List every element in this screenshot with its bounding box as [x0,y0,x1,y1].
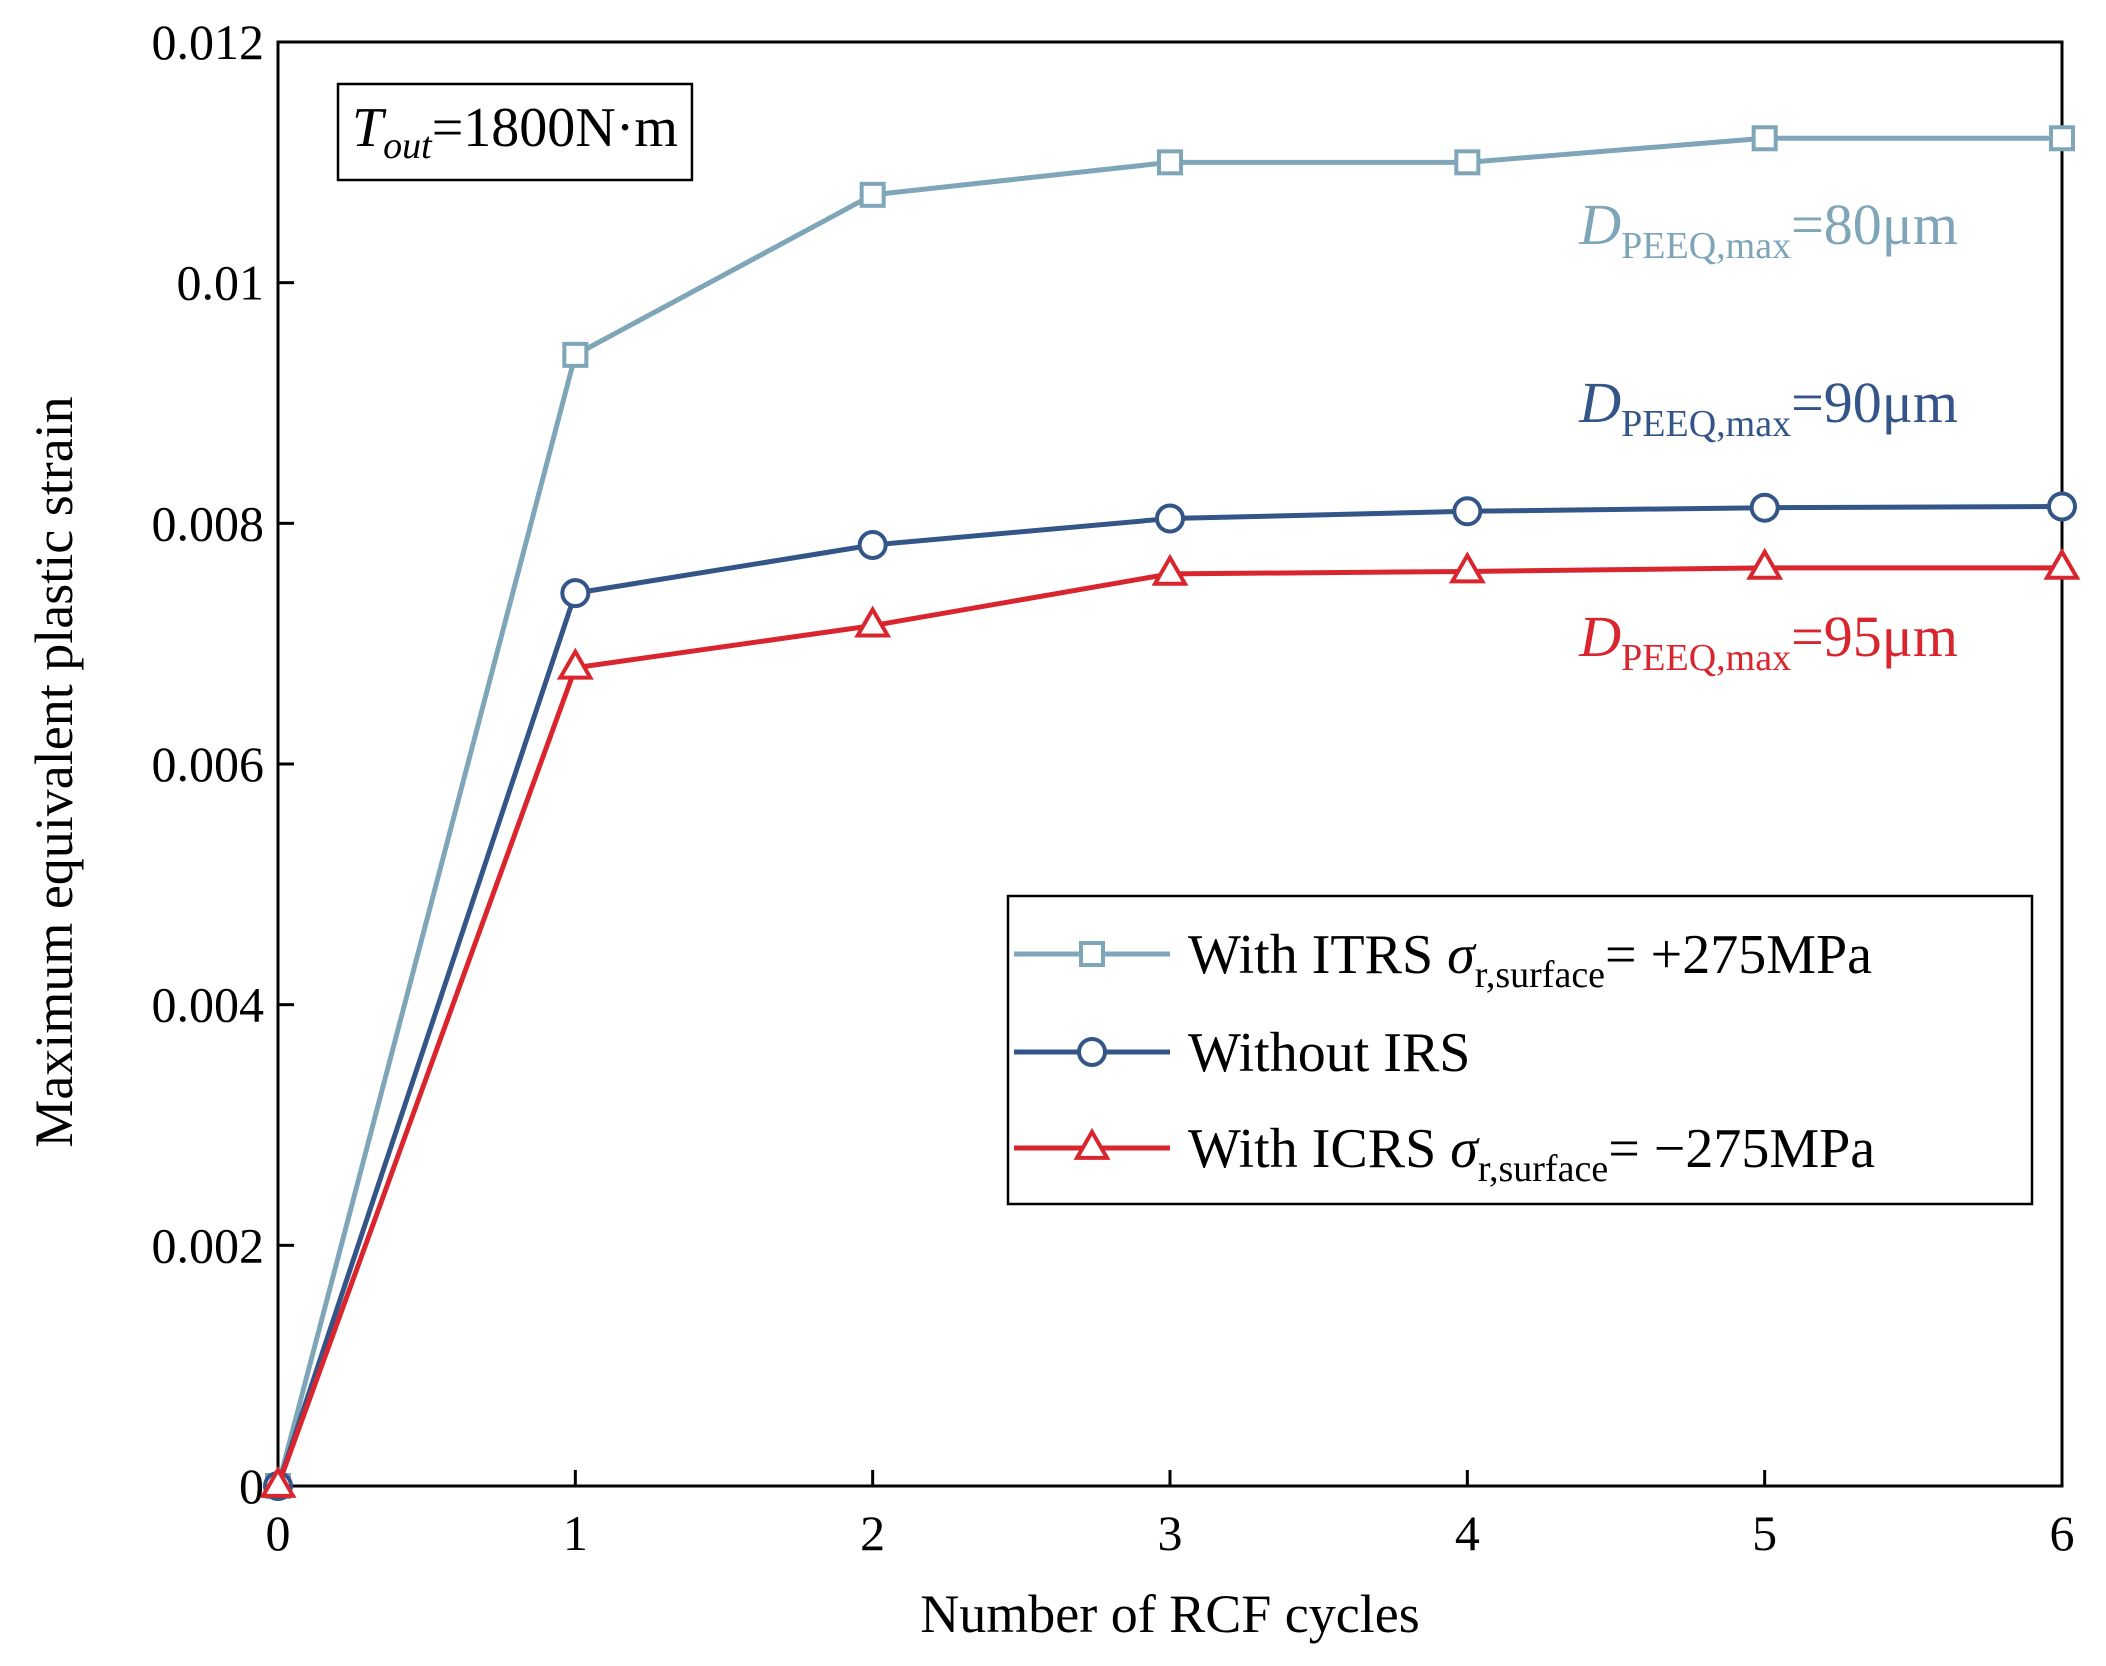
annotation-value-itrs: =80μm [1791,192,1958,257]
data-point-none-5 [1749,492,1780,523]
legend-sub-icrs: r,surface [1478,1148,1608,1190]
data-point-itrs-1 [562,341,589,368]
annotation-value-icrs: =95μm [1791,604,1958,669]
y-tick-label-1: 0.002 [152,1217,265,1273]
x-tick-label-2: 2 [860,1505,885,1561]
data-point-itrs-3 [1157,149,1183,176]
y-tick-label-2: 0.004 [152,977,265,1033]
condition-subscript: out [383,125,433,167]
data-point-icrs-1 [556,647,594,680]
x-tick-label-4: 4 [1455,1505,1480,1561]
data-point-icrs-2 [854,605,892,638]
data-point-icrs-0 [259,1465,297,1498]
legend-item-none: Without IRS [1014,1022,1470,1084]
data-point-itrs-5 [1751,125,1778,152]
x-tick-label-1: 1 [563,1505,588,1561]
depth-annotations: DPEEQ,max=80μmDPEEQ,max=90μmDPEEQ,max=95… [1578,192,1958,679]
data-point-none-6 [2047,491,2077,522]
y-axis-title: Maximum equivalent plastic strain [24,396,84,1147]
data-point-none-3 [1155,503,1185,534]
legend-suffix-icrs: = −275MPa [1608,1118,1875,1180]
legend-label-itrs: With ITRS σr,surface= +275MPa [1188,924,1872,996]
condition-label: Tout=1800N·m [352,97,678,167]
x-tick-label-6: 6 [2050,1505,2075,1561]
legend-swatch-marker-itrs [1079,941,1105,967]
annotation-sub-none: PEEQ,max [1621,403,1791,445]
condition-value: =1800N·m [432,97,678,159]
x-tick-label-0: 0 [266,1505,291,1561]
annotation-icrs: DPEEQ,max=95μm [1578,604,1958,679]
legend-prefix-icrs: With ICRS [1188,1118,1450,1180]
data-point-none-2 [857,529,888,560]
y-tick-label-5: 0.01 [177,255,265,311]
annotation-symbol-icrs: D [1578,604,1621,669]
legend-label-icrs: With ICRS σr,surface= −275MPa [1188,1118,1875,1190]
plot-area-frame [276,40,2064,1488]
x-tick-label-3: 3 [1158,1505,1183,1561]
y-tick-label-3: 0.006 [152,736,265,792]
legend-prefix-itrs: With ITRS [1188,924,1447,986]
legend-symbol-icrs: σ [1450,1118,1480,1180]
legend-prefix-none: Without IRS [1188,1022,1470,1084]
data-point-itrs-4 [1454,149,1481,176]
annotation-symbol-itrs: D [1578,192,1621,257]
data-point-icrs-5 [1746,547,1784,580]
annotation-sub-icrs: PEEQ,max [1621,637,1791,679]
y-tick-label-4: 0.008 [152,495,265,551]
annotation-itrs: DPEEQ,max=80μm [1578,192,1958,267]
legend-suffix-itrs: = +275MPa [1605,924,1872,986]
data-point-none-4 [1452,496,1483,527]
y-tick-label-6: 0.012 [152,14,265,70]
legend-sub-itrs: r,surface [1475,954,1605,996]
legend-box [1006,894,2034,1206]
legend-swatch-marker-none [1077,1037,1107,1067]
x-axis-title: Number of RCF cycles [920,1584,1419,1644]
annotation-symbol-none: D [1578,370,1621,435]
data-point-none-1 [560,578,591,609]
data-point-icrs-3 [1151,553,1189,586]
data-point-icrs-6 [2043,547,2081,580]
y-tick-label-0: 0 [239,1458,264,1514]
legend-symbol-itrs: σ [1447,924,1477,986]
series-itrs [265,125,2075,1499]
series-line-itrs [275,135,2062,1487]
data-point-icrs-4 [1448,551,1486,584]
series-layer [259,125,2081,1501]
data-point-itrs-6 [2049,125,2075,152]
annotation-value-none: =90μm [1791,370,1958,435]
data-point-itrs-2 [859,181,886,208]
annotation-none: DPEEQ,max=90μm [1578,370,1958,445]
annotation-sub-itrs: PEEQ,max [1621,225,1791,267]
legend-item-icrs: With ICRS σr,surface= −275MPa [1014,1118,1875,1190]
condition-box: Tout=1800N·m [336,82,694,182]
legend-item-itrs: With ITRS σr,surface= +275MPa [1014,924,1872,996]
condition-symbol: T [352,97,387,159]
legend-swatch-marker-icrs [1073,1127,1111,1160]
legend-label-none: Without IRS [1188,1022,1470,1084]
axis-ticks: 0 1 2 3 4 5 6 0 0.002 0.004 0.006 0.008 0.01 0.012 [152,14,2075,1561]
x-tick-label-5: 5 [1752,1505,1777,1561]
series-icrs [259,547,2081,1498]
